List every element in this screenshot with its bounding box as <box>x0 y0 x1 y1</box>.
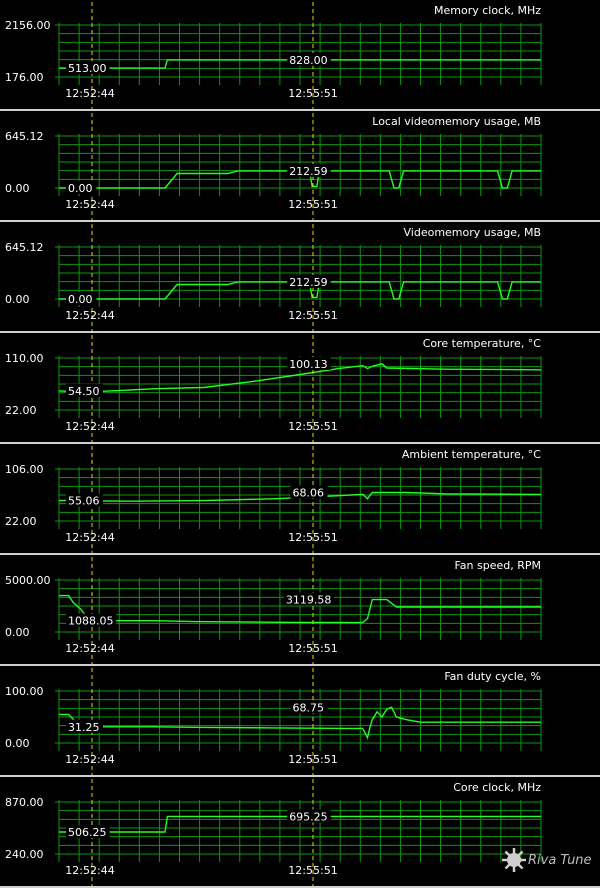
series-line <box>59 59 541 69</box>
chart-title: Memory clock, MHz <box>434 4 541 17</box>
value-label-bg <box>66 61 110 75</box>
time-label: 12:55:51 <box>288 87 337 100</box>
y-max-label: 5000.00 <box>5 574 51 587</box>
y-min-label: 0.00 <box>5 293 30 306</box>
marker-value-label: 100.13 <box>289 358 328 371</box>
time-label: 12:52:44 <box>65 864 114 877</box>
time-label: 12:55:51 <box>288 753 337 766</box>
marker-value-label: 68.06 <box>293 486 325 499</box>
y-max-label: 870.00 <box>5 796 44 809</box>
time-label: 12:55:51 <box>288 420 337 433</box>
time-label: 12:55:51 <box>288 531 337 544</box>
time-label: 12:52:44 <box>65 531 114 544</box>
y-min-label: 22.00 <box>5 515 37 528</box>
chart-title: Core temperature, °C <box>423 337 542 350</box>
chart-title: Fan duty cycle, % <box>444 670 541 683</box>
logo-text: Riva Tuner <box>528 853 592 868</box>
y-max-label: 106.00 <box>5 463 44 476</box>
value-label-bg <box>66 383 103 397</box>
value-label-bg <box>283 592 335 606</box>
time-label: 12:55:51 <box>288 309 337 322</box>
marker-value-label: 68.75 <box>293 701 325 714</box>
marker-value-label: 0.00 <box>68 293 93 306</box>
marker-value-label: 31.25 <box>68 721 100 734</box>
time-label: 12:52:44 <box>65 309 114 322</box>
y-min-label: 0.00 <box>5 182 30 195</box>
y-max-label: 645.12 <box>5 130 44 143</box>
marker-value-label: 506.25 <box>68 826 107 839</box>
y-min-label: 176.00 <box>5 71 44 84</box>
value-label-bg <box>290 485 328 499</box>
time-label: 12:55:51 <box>288 864 337 877</box>
y-min-label: 240.00 <box>5 848 44 861</box>
marker-value-label: 212.59 <box>289 276 328 289</box>
time-label: 12:52:44 <box>65 420 114 433</box>
chart-title: Ambient temperature, °C <box>402 448 541 461</box>
value-label-bg <box>66 292 97 305</box>
series-line <box>58 363 542 394</box>
value-label-bg <box>66 181 97 194</box>
value-label-bg <box>287 163 331 177</box>
value-label-bg <box>287 52 331 66</box>
value-label-bg <box>287 809 331 823</box>
time-label: 12:52:44 <box>65 642 114 655</box>
value-label-bg <box>66 493 103 507</box>
value-label-bg <box>66 613 117 627</box>
marker-value-label: 55.06 <box>68 495 100 508</box>
value-label-bg <box>290 700 328 714</box>
y-min-label: 0.00 <box>5 737 30 750</box>
time-label: 12:52:44 <box>65 753 114 766</box>
y-max-label: 100.00 <box>5 685 44 698</box>
y-max-label: 2156.00 <box>5 19 51 32</box>
chart-title: Local videomemory usage, MB <box>372 115 541 128</box>
y-max-label: 110.00 <box>5 352 44 365</box>
time-label: 12:52:44 <box>65 198 114 211</box>
chart-title: Videomemory usage, MB <box>404 226 542 239</box>
time-label: 12:52:44 <box>65 87 114 100</box>
marker-value-label: 695.25 <box>289 810 328 823</box>
marker-value-label: 1088.05 <box>68 615 114 628</box>
chart-title: Fan speed, RPM <box>454 559 541 572</box>
value-label-bg <box>287 356 331 370</box>
y-max-label: 645.12 <box>5 241 44 254</box>
gear-icon <box>502 848 526 872</box>
marker-value-label: 54.50 <box>68 385 100 398</box>
series-line <box>59 281 541 300</box>
time-label: 12:55:51 <box>288 642 337 655</box>
time-label: 12:55:51 <box>288 198 337 211</box>
series-line <box>59 594 541 624</box>
chart-title: Core clock, MHz <box>453 781 541 794</box>
series-line <box>59 170 541 189</box>
marker-value-label: 212.59 <box>289 165 328 178</box>
marker-value-label: 3119.58 <box>286 594 332 607</box>
series-line <box>59 815 541 833</box>
series-line <box>58 491 542 502</box>
y-min-label: 22.00 <box>5 404 37 417</box>
value-label-bg <box>287 274 331 288</box>
marker-value-label: 828.00 <box>289 54 328 67</box>
value-label-bg <box>66 825 110 839</box>
rivatuner-logo: Riva Tuner <box>502 848 592 872</box>
marker-value-label: 0.00 <box>68 182 93 195</box>
value-label-bg <box>66 719 103 733</box>
marker-value-label: 513.00 <box>68 62 107 75</box>
y-min-label: 0.00 <box>5 626 30 639</box>
